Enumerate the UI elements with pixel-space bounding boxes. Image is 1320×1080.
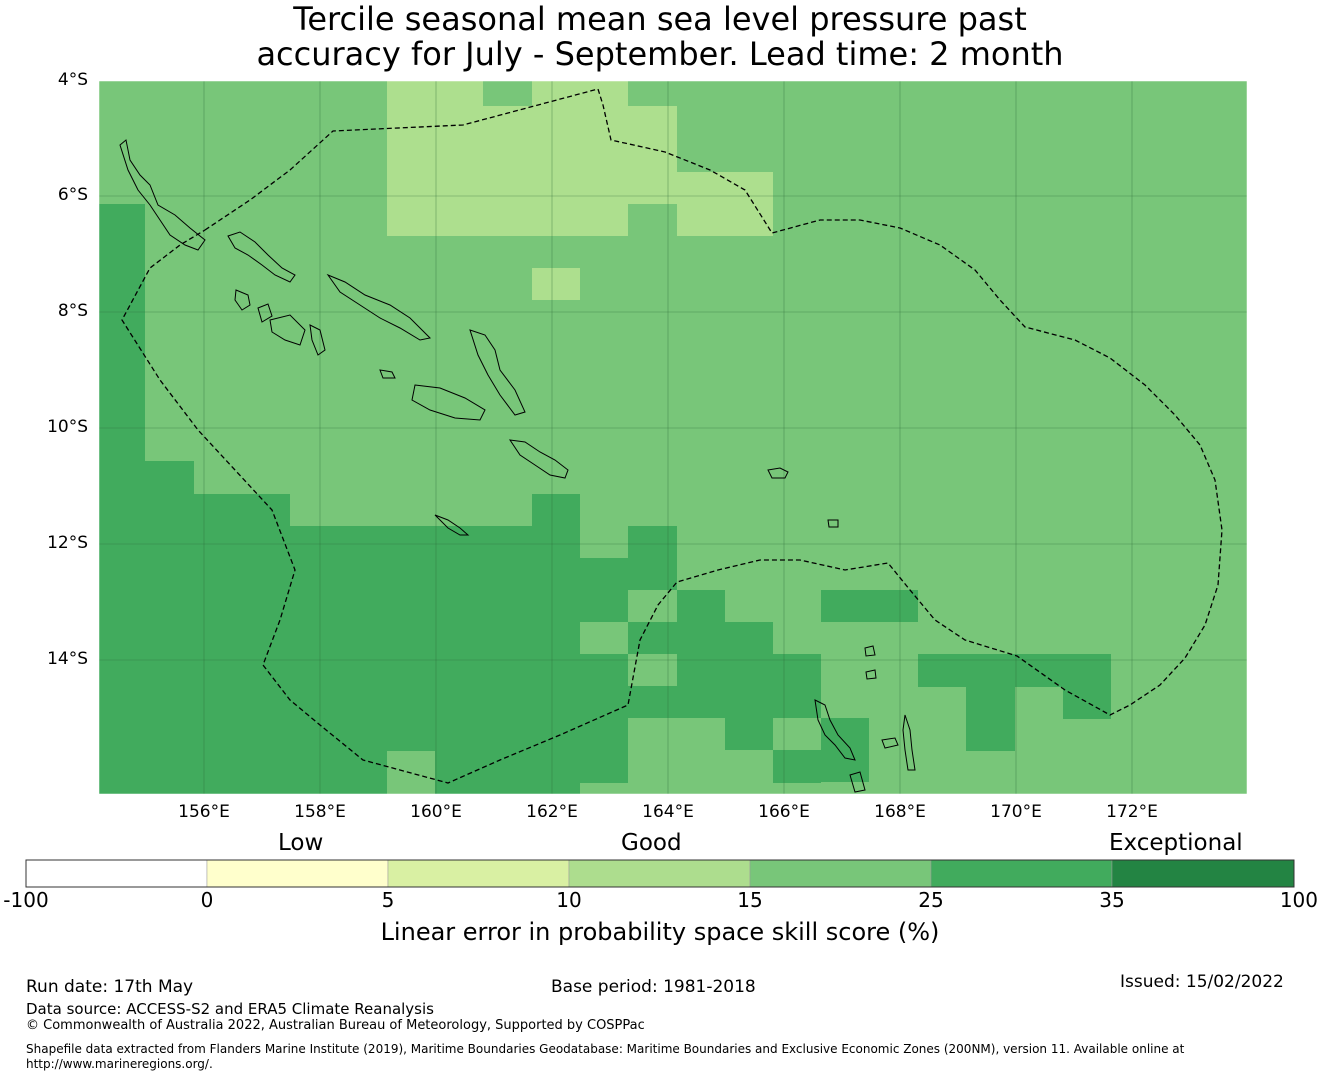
skill-cell bbox=[532, 268, 580, 300]
skill-cell bbox=[580, 654, 628, 783]
map-frame bbox=[98, 80, 1248, 795]
skill-cell bbox=[918, 654, 1111, 687]
skill-cell bbox=[628, 686, 773, 718]
colorbar-tick: 0 bbox=[200, 888, 214, 912]
lat-label: 12°S bbox=[47, 533, 88, 553]
colorbar-category-low: Low bbox=[278, 830, 324, 856]
lat-label: 8°S bbox=[57, 301, 88, 321]
base-period: Base period: 1981-2018 bbox=[551, 977, 756, 997]
lon-label: 160°E bbox=[410, 802, 462, 822]
colorbar-tick: -100 bbox=[3, 888, 49, 912]
skill-cell bbox=[532, 494, 580, 794]
skill-cell bbox=[145, 461, 194, 794]
colorbar-tick: 35 bbox=[1099, 888, 1125, 912]
run-date: Run date: 17th May bbox=[26, 977, 194, 997]
skill-cell bbox=[628, 622, 773, 654]
skill-cell bbox=[387, 81, 483, 106]
colorbar-segment bbox=[749, 859, 932, 888]
skill-cell bbox=[677, 590, 725, 622]
colorbar-segment bbox=[206, 859, 389, 888]
colorbar-label: Linear error in probability space skill … bbox=[380, 918, 940, 946]
map-title-line-2: accuracy for July - September. Lead time… bbox=[256, 35, 1064, 73]
colorbar-frame bbox=[25, 859, 1295, 888]
map-title-line-1: Tercile seasonal mean sea level pressure… bbox=[293, 0, 1027, 38]
lat-label: 14°S bbox=[47, 649, 88, 669]
colorbar-tick: 10 bbox=[556, 888, 582, 912]
skill-cell bbox=[194, 494, 290, 794]
skill-cell bbox=[387, 106, 677, 172]
colorbar-segment bbox=[25, 859, 208, 888]
skill-cell bbox=[99, 204, 145, 794]
lon-label: 170°E bbox=[990, 802, 1042, 822]
skill-cell bbox=[628, 526, 677, 590]
gridlines bbox=[99, 81, 1247, 794]
skill-cell bbox=[773, 750, 821, 783]
skill-cell bbox=[821, 590, 918, 622]
lon-label: 156°E bbox=[178, 802, 230, 822]
skill-cell bbox=[387, 172, 773, 204]
colorbar-category-exceptional: Exceptional bbox=[1109, 830, 1243, 856]
lon-label: 162°E bbox=[526, 802, 578, 822]
shapefile-credit: Shapefile data extracted from Flanders M… bbox=[26, 1042, 1185, 1071]
skill-cell bbox=[677, 654, 773, 686]
lon-label: 168°E bbox=[874, 802, 926, 822]
colorbar-segment bbox=[1111, 859, 1295, 888]
colorbar-tick: 25 bbox=[918, 888, 944, 912]
skill-cell bbox=[387, 526, 435, 751]
skill-cell bbox=[725, 718, 773, 750]
colorbar-segment bbox=[568, 859, 751, 888]
issued-date: Issued: 15/02/2022 bbox=[1120, 972, 1284, 992]
skill-cells-10-15 bbox=[387, 81, 773, 300]
lat-label: 6°S bbox=[57, 185, 88, 205]
lon-label: 164°E bbox=[642, 802, 694, 822]
data-source: Data source: ACCESS-S2 and ERA5 Climate … bbox=[26, 1000, 434, 1018]
colorbar-segment bbox=[930, 859, 1113, 888]
colorbar-tick: 15 bbox=[737, 888, 763, 912]
lon-label: 166°E bbox=[758, 802, 810, 822]
skill-cell bbox=[773, 654, 821, 718]
colorbar-tick: 100 bbox=[1279, 888, 1318, 912]
skill-cell bbox=[966, 687, 1015, 751]
colorbar bbox=[25, 859, 1295, 888]
colorbar-segment bbox=[387, 859, 570, 888]
lat-label: 10°S bbox=[47, 417, 88, 437]
skill-cells-25-35 bbox=[99, 204, 1111, 794]
colorbar-category-good: Good bbox=[621, 830, 682, 856]
lat-label: 4°S bbox=[57, 70, 88, 90]
skill-cell bbox=[387, 204, 628, 236]
coastline-icon bbox=[119, 139, 916, 793]
lon-label: 158°E bbox=[294, 802, 346, 822]
colorbar-tick: 5 bbox=[381, 888, 395, 912]
skill-cell bbox=[677, 204, 773, 236]
lon-label: 172°E bbox=[1106, 802, 1158, 822]
skill-cell bbox=[1063, 687, 1111, 719]
skill-cell bbox=[821, 718, 869, 782]
eez-boundary-icon bbox=[121, 88, 1223, 784]
skill-cell bbox=[580, 558, 628, 622]
copyright: © Commonwealth of Australia 2022, Austra… bbox=[26, 1018, 645, 1033]
